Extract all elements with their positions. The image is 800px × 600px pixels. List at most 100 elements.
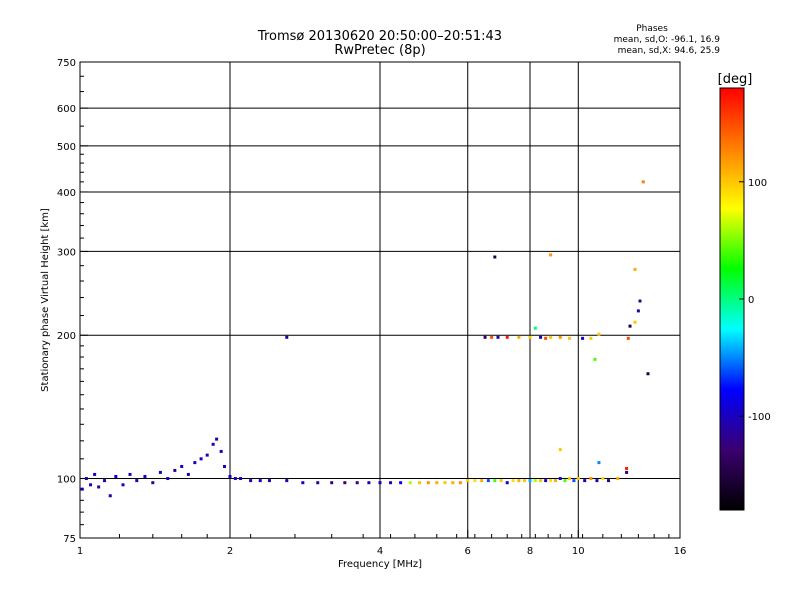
y-tick-label: 600: [57, 104, 76, 115]
data-point: [567, 336, 571, 340]
data-point: [228, 474, 232, 478]
y-axis-label: Stationary phase Virtual Height [km]: [40, 208, 51, 392]
data-point: [636, 309, 640, 313]
data-point: [616, 477, 620, 481]
data-point: [589, 477, 593, 481]
data-point: [528, 479, 532, 483]
data-point: [490, 335, 494, 339]
data-point: [301, 481, 305, 485]
data-point: [493, 255, 497, 259]
data-point: [473, 479, 477, 483]
data-point: [219, 449, 223, 453]
y-tick-label: 400: [57, 188, 76, 199]
data-point: [97, 485, 101, 489]
y-tick-label: 500: [57, 142, 76, 153]
data-point: [435, 481, 439, 485]
x-tick-label: 10: [572, 546, 585, 557]
data-point: [511, 479, 515, 483]
data-point: [595, 479, 599, 483]
data-point: [549, 253, 553, 257]
stats-x-line: mean, sd,X: 94.6, 25.9: [618, 46, 721, 56]
data-point: [549, 479, 553, 483]
data-point: [483, 335, 487, 339]
y-tick-label: 100: [57, 475, 76, 486]
data-point: [408, 481, 412, 485]
stats-heading: Phases: [636, 24, 668, 34]
data-point: [426, 481, 430, 485]
data-point: [567, 477, 571, 481]
data-point: [193, 461, 197, 465]
data-point: [641, 180, 645, 184]
data-point: [517, 479, 521, 483]
data-point: [121, 483, 125, 487]
data-point: [443, 481, 447, 485]
x-axis: 1 2 4 6 8 10 16: [77, 530, 686, 557]
data-point: [84, 477, 88, 481]
data-point: [633, 267, 637, 271]
x-tick-label: 1: [77, 546, 83, 557]
data-point: [480, 479, 484, 483]
data-point: [499, 479, 503, 483]
data-point: [505, 335, 509, 339]
colorbar-label: [deg]: [718, 72, 753, 87]
data-point: [316, 481, 320, 485]
data-point: [151, 481, 155, 485]
data-point: [597, 461, 601, 465]
y-tick-label: 75: [63, 534, 76, 545]
data-point: [223, 464, 227, 468]
data-point: [239, 477, 243, 481]
data-point: [633, 320, 637, 324]
data-point: [558, 448, 562, 452]
y-tick-label: 750: [57, 58, 76, 69]
data-point: [451, 481, 455, 485]
data-point: [93, 472, 97, 476]
data-point: [523, 479, 527, 483]
data-point: [173, 468, 177, 472]
data-point: [330, 481, 334, 485]
data-point: [593, 357, 597, 361]
x-tick-label: 8: [527, 546, 533, 557]
data-point: [108, 494, 112, 498]
data-point: [572, 479, 576, 483]
data-point: [646, 372, 650, 376]
data-point: [576, 477, 580, 481]
data-point: [89, 483, 93, 487]
data-point: [544, 336, 548, 340]
colorbar-tick-label: 100: [748, 178, 767, 189]
data-point: [563, 479, 567, 483]
colorbar-ticks: 100 0 -100: [739, 178, 771, 423]
data-point: [625, 470, 629, 474]
data-point: [539, 479, 543, 483]
data-point: [158, 470, 162, 474]
data-point: [466, 479, 470, 483]
x-tick-label: 4: [377, 546, 383, 557]
data-point: [378, 481, 382, 485]
data-point: [638, 299, 642, 303]
data-point: [417, 481, 421, 485]
chart-title: Tromsø 20130620 20:50:00–20:51:43: [257, 29, 502, 44]
data-point: [128, 472, 132, 476]
data-point: [458, 481, 462, 485]
data-point: [389, 481, 393, 485]
data-point: [399, 481, 403, 485]
x-tick-label: 2: [227, 546, 233, 557]
data-point: [601, 477, 605, 481]
data-point: [80, 487, 84, 491]
data-point: [533, 479, 537, 483]
data-point: [249, 479, 253, 483]
data-point: [143, 474, 147, 478]
data-point: [533, 326, 537, 330]
data-point: [549, 335, 553, 339]
data-point: [528, 335, 532, 339]
data-point: [597, 332, 601, 336]
y-tick-label: 300: [57, 247, 76, 258]
data-point: [496, 335, 500, 339]
data-point: [583, 479, 587, 483]
data-point: [581, 336, 585, 340]
colorbar-tick-label: -100: [748, 412, 771, 423]
data-point: [267, 479, 271, 483]
data-point: [486, 479, 490, 483]
stats-o-line: mean, sd,O: -96.1, 16.9: [614, 35, 721, 45]
data-point: [180, 464, 184, 468]
data-point: [493, 479, 497, 483]
